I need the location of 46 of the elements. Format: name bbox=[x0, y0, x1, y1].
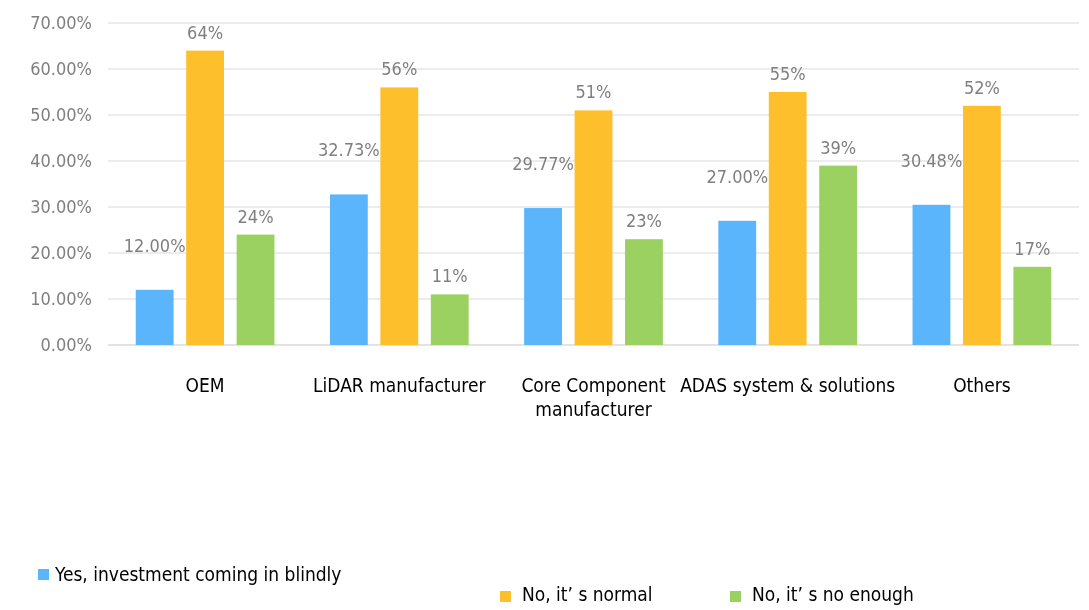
y-tick-label: 0.00% bbox=[40, 334, 92, 356]
data-label: 23% bbox=[625, 210, 662, 232]
bar bbox=[135, 289, 174, 345]
data-label: 64% bbox=[187, 21, 224, 43]
data-label: 56% bbox=[381, 58, 418, 80]
y-tick-label: 70.00% bbox=[30, 12, 92, 34]
data-label: 24% bbox=[237, 205, 274, 227]
data-label: 39% bbox=[820, 136, 857, 158]
bar bbox=[625, 239, 663, 345]
bar bbox=[574, 110, 613, 345]
data-label: 32.73% bbox=[317, 139, 380, 161]
legend-label: No, it’ s normal bbox=[522, 583, 653, 605]
data-label: 11% bbox=[431, 265, 468, 287]
data-label: 27.00% bbox=[706, 165, 769, 187]
x-tick-label: Others bbox=[953, 374, 1011, 396]
data-label: 51% bbox=[575, 81, 612, 103]
bar bbox=[430, 294, 469, 345]
y-tick-label: 20.00% bbox=[30, 242, 92, 264]
data-label: 55% bbox=[769, 63, 806, 84]
data-label: 12.00% bbox=[123, 234, 186, 256]
x-tick-label: ADAS system & solutions bbox=[680, 374, 896, 396]
x-tick-label: LiDAR manufacturer bbox=[313, 374, 487, 396]
legend-label: Yes, investment coming in blindly bbox=[54, 563, 342, 585]
data-label: 17% bbox=[1014, 237, 1051, 259]
legend-label: No, it’ s no enough bbox=[752, 583, 914, 605]
bar bbox=[962, 105, 1001, 345]
y-tick-label: 10.00% bbox=[30, 288, 92, 310]
y-tick-label: 40.00% bbox=[30, 150, 92, 172]
x-tick-label: OEM bbox=[185, 374, 225, 396]
bar bbox=[186, 50, 225, 345]
bar bbox=[1013, 266, 1052, 345]
bar bbox=[236, 234, 275, 345]
bar bbox=[329, 194, 368, 345]
y-tick-label: 30.00% bbox=[30, 196, 92, 218]
x-tick-label: Core Component manufacturer bbox=[521, 374, 666, 420]
bar bbox=[380, 87, 419, 345]
bar bbox=[819, 165, 858, 345]
bar bbox=[718, 220, 757, 345]
data-label: 29.77% bbox=[512, 153, 574, 175]
y-tick-label: 60.00% bbox=[30, 58, 92, 80]
y-tick-label: 50.00% bbox=[30, 104, 92, 126]
bar bbox=[768, 92, 807, 345]
bar bbox=[912, 204, 951, 345]
data-label: 30.48% bbox=[900, 149, 963, 171]
data-label: 52% bbox=[963, 76, 1000, 98]
bar bbox=[524, 208, 562, 345]
